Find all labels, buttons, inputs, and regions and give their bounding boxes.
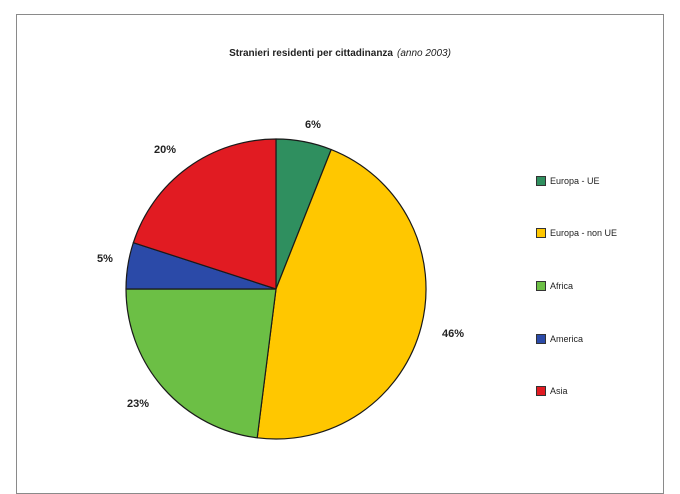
chart-title: Stranieri residenti per cittadinanza (ann… xyxy=(0,48,680,59)
legend-label-europa-non-ue: Europa - non UE xyxy=(550,228,618,238)
legend-swatch-europa-ue xyxy=(536,176,546,186)
data-label-europa-ue: 6% xyxy=(305,119,321,131)
data-label-europa-non-ue: 46% xyxy=(442,328,464,340)
legend-label-africa: Africa xyxy=(550,281,574,291)
legend-swatch-america xyxy=(536,334,546,344)
legend-swatch-europa-non-ue xyxy=(536,228,546,238)
legend-label-asia: Asia xyxy=(550,386,568,396)
chart-legend: Europa - UE Europa - non UE Africa America A… xyxy=(536,0,676,484)
legend-item-asia: Asia xyxy=(536,384,568,398)
legend-label-america: America xyxy=(550,334,584,344)
pie-slice-asia xyxy=(132,138,277,290)
chart-title-main: Stranieri residenti per cittadinanza xyxy=(229,48,393,59)
legend-item-europa-non-ue: Europa - non UE xyxy=(536,226,617,240)
chart-title-sub: (anno 2003) xyxy=(397,48,451,59)
data-label-africa: 23% xyxy=(127,398,149,410)
pie-slice-europa-non-ue xyxy=(256,148,427,440)
legend-swatch-africa xyxy=(536,281,546,291)
data-label-asia: 20% xyxy=(154,144,176,156)
legend-item-africa: Africa xyxy=(536,279,573,293)
legend-swatch-asia xyxy=(536,386,546,396)
pie-chart: 6% 46% 23% 5% 20% xyxy=(97,119,464,440)
data-label-america: 5% xyxy=(97,253,113,265)
legend-item-america: America xyxy=(536,332,583,346)
pie-slice-africa xyxy=(125,288,277,439)
legend-item-europa-ue: Europa - UE xyxy=(536,174,600,188)
legend-label-europa-ue: Europa - UE xyxy=(550,176,600,186)
